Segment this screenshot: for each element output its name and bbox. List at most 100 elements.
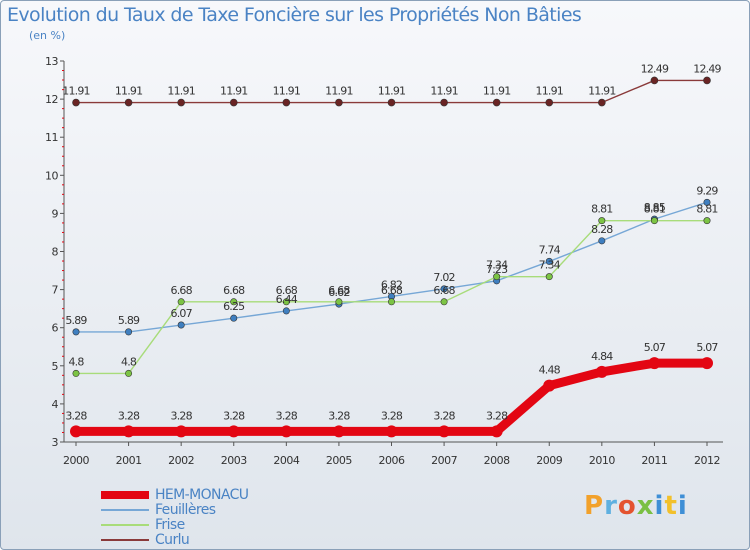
y-tick-label: 13 bbox=[45, 55, 58, 68]
data-label: 11.91 bbox=[273, 85, 301, 98]
x-tick-label: 2000 bbox=[63, 454, 89, 467]
legend-label: Frise bbox=[155, 516, 185, 533]
data-label: 3.28 bbox=[328, 409, 350, 422]
data-point bbox=[543, 379, 556, 392]
data-label: 8.81 bbox=[591, 203, 612, 216]
data-label: 5.89 bbox=[118, 314, 140, 327]
data-label: 3.28 bbox=[276, 409, 298, 422]
data-label: 11.91 bbox=[220, 85, 248, 98]
data-label: 6.07 bbox=[171, 307, 193, 320]
data-label: 4.8 bbox=[121, 355, 137, 368]
data-label: 11.91 bbox=[483, 85, 511, 98]
x-tick-label: 2009 bbox=[536, 454, 562, 467]
data-label: 11.91 bbox=[588, 85, 616, 98]
data-label: 11.91 bbox=[536, 85, 564, 98]
data-point bbox=[545, 257, 553, 265]
data-point bbox=[332, 425, 345, 438]
data-point bbox=[703, 76, 711, 85]
data-label: 5.07 bbox=[644, 341, 666, 354]
data-point bbox=[335, 98, 343, 107]
data-label: 12.49 bbox=[641, 62, 669, 75]
data-label: 11.91 bbox=[115, 85, 143, 98]
data-label: 8.81 bbox=[644, 203, 665, 216]
y-tick-label: 10 bbox=[45, 169, 58, 182]
data-label: 6.68 bbox=[223, 284, 245, 297]
data-label: 8.85 bbox=[644, 201, 666, 214]
x-tick-label: 2005 bbox=[326, 454, 352, 467]
y-tick-label: 4 bbox=[52, 398, 59, 411]
data-point bbox=[282, 298, 290, 306]
data-point bbox=[438, 425, 451, 438]
data-point bbox=[280, 425, 293, 438]
y-tick-label: 12 bbox=[45, 93, 58, 106]
data-point bbox=[440, 98, 448, 107]
y-tick-label: 9 bbox=[52, 207, 59, 220]
legend-label: Feuillères bbox=[155, 501, 216, 518]
data-point bbox=[701, 357, 713, 370]
data-label: 6.68 bbox=[276, 284, 298, 297]
x-tick-label: 2001 bbox=[116, 454, 142, 467]
data-label: 7.74 bbox=[539, 243, 561, 256]
chart-title: Evolution du Taux de Taxe Foncière sur l… bbox=[7, 4, 582, 26]
legend-label: HEM-MONACU bbox=[155, 486, 249, 503]
data-label: 6.44 bbox=[276, 293, 298, 306]
data-point bbox=[598, 217, 606, 225]
legend-item: Curlu bbox=[101, 531, 248, 548]
data-point bbox=[492, 98, 501, 107]
data-label: 3.28 bbox=[118, 409, 140, 422]
data-label: 3.28 bbox=[433, 409, 455, 422]
data-point bbox=[648, 357, 661, 370]
data-label: 6.25 bbox=[223, 300, 245, 313]
data-point bbox=[703, 217, 711, 225]
data-label: 7.02 bbox=[433, 271, 454, 284]
data-label: 4.48 bbox=[539, 364, 561, 377]
data-point bbox=[177, 321, 185, 329]
data-point bbox=[177, 98, 185, 107]
x-tick-label: 2002 bbox=[168, 454, 194, 467]
data-point bbox=[230, 314, 238, 322]
data-label: 6.68 bbox=[328, 284, 350, 297]
data-point bbox=[387, 298, 395, 306]
legend-label: Curlu bbox=[155, 531, 190, 548]
data-label: 12.49 bbox=[693, 62, 721, 75]
data-label: 6.82 bbox=[381, 278, 402, 291]
data-label: 3.28 bbox=[171, 409, 193, 422]
data-point bbox=[440, 298, 448, 306]
data-label: 3.28 bbox=[486, 409, 508, 422]
data-point bbox=[595, 365, 608, 378]
data-label: 6.62 bbox=[328, 286, 349, 299]
y-tick-label: 5 bbox=[52, 360, 59, 373]
legend-swatch bbox=[101, 490, 149, 499]
x-tick-label: 2003 bbox=[221, 454, 247, 467]
data-point bbox=[650, 217, 658, 225]
data-label: 5.89 bbox=[65, 314, 87, 327]
data-point bbox=[72, 369, 80, 377]
data-point bbox=[385, 425, 398, 438]
data-point bbox=[125, 369, 133, 377]
data-point bbox=[545, 273, 553, 281]
data-label: 11.91 bbox=[378, 85, 406, 98]
data-point bbox=[177, 298, 185, 306]
data-label: 3.28 bbox=[381, 409, 403, 422]
data-label: 7.34 bbox=[539, 259, 561, 272]
data-label: 6.68 bbox=[433, 284, 455, 297]
data-point bbox=[598, 237, 606, 245]
data-point bbox=[230, 298, 238, 306]
data-point bbox=[229, 98, 238, 107]
data-label: 11.91 bbox=[325, 85, 353, 98]
data-label: 9.29 bbox=[696, 184, 718, 197]
data-point bbox=[282, 98, 291, 107]
x-tick-label: 2007 bbox=[431, 454, 457, 467]
data-label: 8.81 bbox=[696, 203, 717, 216]
data-label: 5.07 bbox=[696, 341, 718, 354]
data-label: 7.34 bbox=[486, 259, 508, 272]
data-point bbox=[124, 98, 133, 107]
legend-item: Frise bbox=[101, 516, 248, 533]
x-tick-label: 2004 bbox=[273, 454, 299, 467]
chart-subtitle: (en %) bbox=[29, 29, 66, 42]
proxiti-logo: Proxiti bbox=[584, 491, 688, 521]
y-tick-label: 8 bbox=[52, 246, 59, 259]
y-tick-label: 11 bbox=[45, 131, 58, 144]
